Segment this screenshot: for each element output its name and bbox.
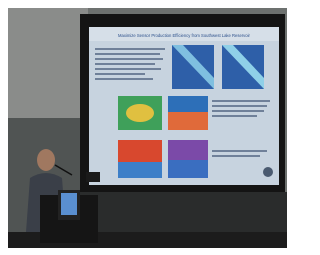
text-line [95,68,161,70]
text-line [95,48,165,50]
text-line [212,105,267,107]
text-line [95,63,155,65]
photo: Maximize Sensor Production Efficiency fr… [0,0,294,255]
slide-logo [263,167,273,177]
text-line [212,150,267,152]
presenter-head [37,149,55,171]
text-line [212,115,257,117]
page: Maximize Sensor Production Efficiency fr… [0,0,294,255]
heatmap-band [168,160,208,178]
text-line [212,110,264,112]
heatmap-hotspot [126,104,154,122]
text-line [95,73,145,75]
text-line [212,155,260,157]
text-line [212,100,270,102]
monitor [86,172,100,182]
laptop-screen [61,193,77,215]
text-line [95,53,160,55]
heatmap-band [168,112,208,130]
slide-title: Maximize Sensor Production Efficiency fr… [118,33,250,38]
text-line [95,78,153,80]
text-line [95,58,163,60]
heatmap-band [118,162,162,178]
wall-light [8,8,88,118]
